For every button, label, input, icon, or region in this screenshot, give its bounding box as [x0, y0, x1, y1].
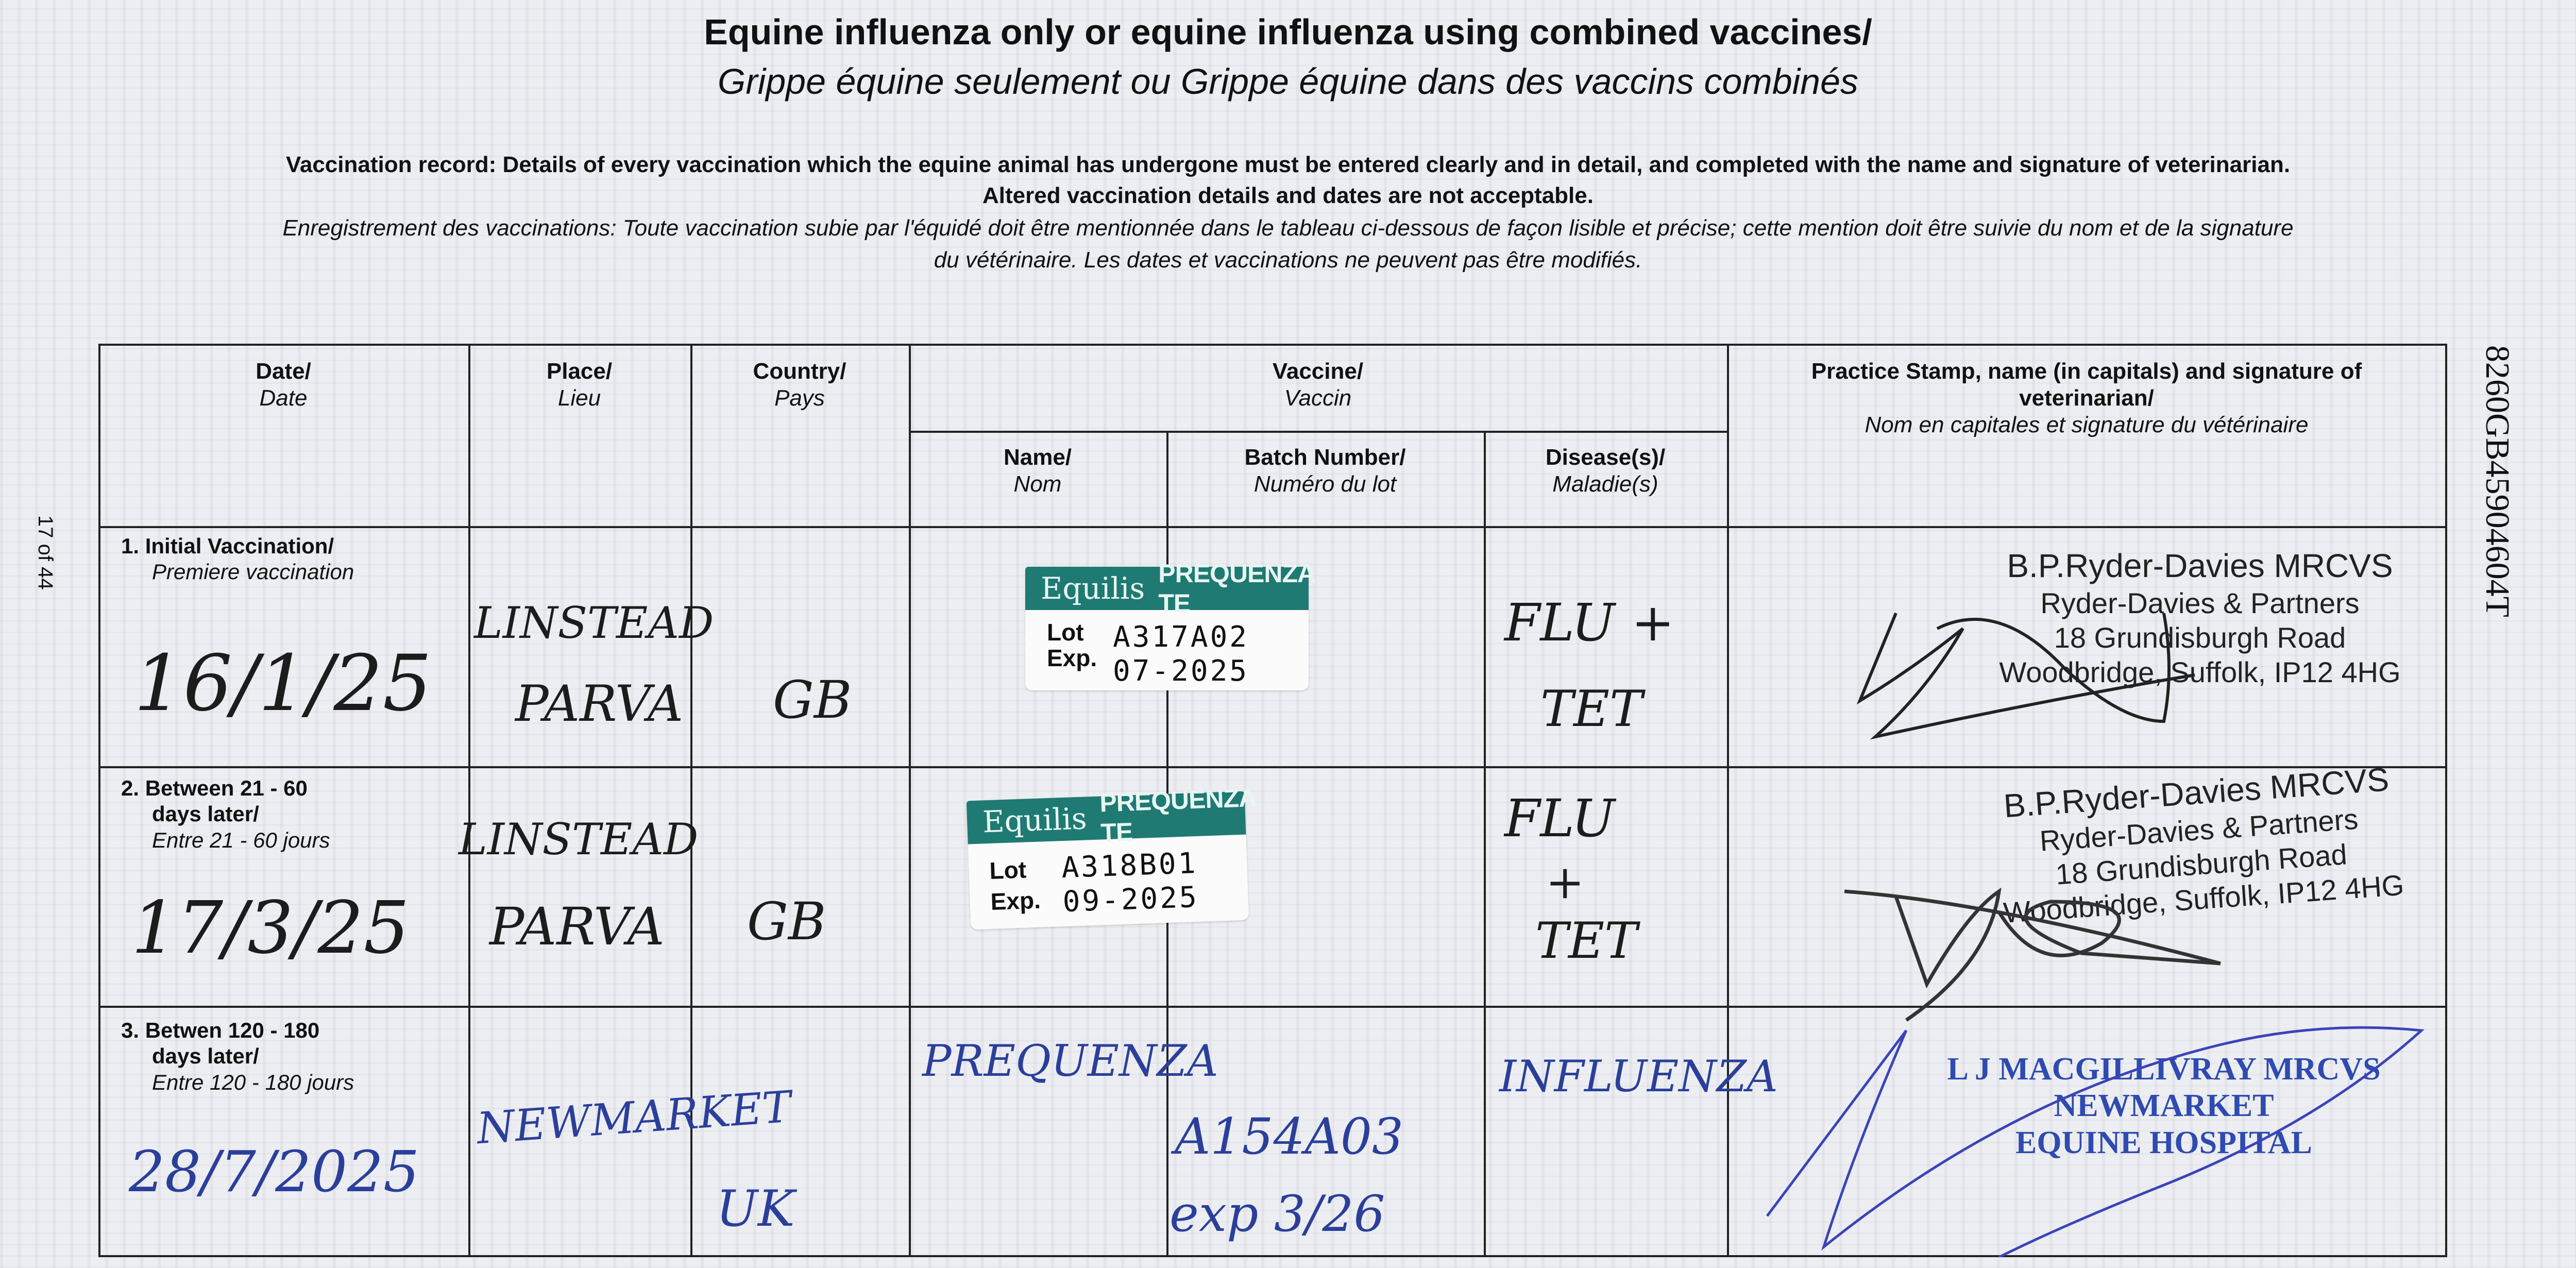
- row2-disease-plus: +: [1546, 855, 1585, 909]
- row2-label: 2. Between 21 - 60 days later/Entre 21 - …: [121, 776, 330, 852]
- row2-place-1: LINSTEAD: [459, 814, 699, 865]
- row1-signature-icon: [1856, 612, 2195, 740]
- row3-signature-icon: [1766, 1026, 2425, 1257]
- form-title-fr: Grippe équine seulement ou Grippe équine…: [717, 61, 1859, 102]
- page-number: 17 of 44: [34, 515, 57, 590]
- row1-country: GB: [773, 670, 852, 730]
- instructions-fr: Enregistrement des vaccinations: Toute v…: [282, 215, 2294, 241]
- row2-country: GB: [747, 891, 826, 952]
- col-name: Name/Nom: [1003, 445, 1072, 497]
- instructions-en-2: Altered vaccination details and dates ar…: [982, 183, 1594, 208]
- col-vet: Practice Stamp, name (in capitals) and s…: [1811, 359, 2362, 437]
- row3-expiry: exp 3/26: [1170, 1185, 1385, 1243]
- form-title: Equine influenza only or equine influenz…: [704, 12, 1872, 52]
- row3-place: NEWMARKET: [475, 1081, 793, 1154]
- row1-place-1: LINSTEAD: [474, 598, 714, 648]
- col-place: Place/Lieu: [546, 359, 613, 411]
- col-date: Date/Date: [256, 359, 311, 411]
- instructions-en: Vaccination record: Details of every vac…: [285, 152, 2291, 177]
- row1-date: 16/1/25: [134, 639, 432, 729]
- row2-disease-2: TET: [1535, 912, 1638, 970]
- row2-date: 17/3/25: [131, 886, 410, 970]
- row1-vet-stamp: B.P.Ryder-Davies MRCVS Ryder-Davies & Pa…: [1999, 547, 2401, 689]
- row2-signature-icon: [1844, 887, 2221, 1022]
- col-batch: Batch Number/Numéro du lot: [1244, 445, 1406, 497]
- row3-country: UK: [716, 1180, 795, 1238]
- document-code: 8260GB45904604T: [2479, 345, 2516, 617]
- row3-disease: INFLUENZA: [1499, 1051, 1778, 1102]
- row3-batch: A154A03: [1175, 1108, 1404, 1165]
- row3-date: 28/7/2025: [129, 1139, 420, 1205]
- row3-name: PREQUENZA: [922, 1036, 1218, 1086]
- row1-place-2: PARVA: [515, 675, 684, 733]
- col-disease: Disease(s)/Maladie(s): [1545, 445, 1666, 497]
- col-country: Country/Pays: [753, 359, 846, 411]
- row1-vaccine-label: Equilis PREQUENZA TE Lot Exp. A317A02 07-…: [1025, 559, 1315, 690]
- instructions-fr-2: du vétérinaire. Les dates et vaccination…: [934, 247, 1642, 273]
- row3-label: 3. Betwen 120 - 180 days later/Entre 120 …: [121, 1018, 354, 1094]
- row2-vaccine-label: Equilis PREQUENZA TE Lot Exp. A318B01 09-…: [966, 783, 1256, 930]
- col-vaccine: Vaccine/Vaccin: [1272, 359, 1364, 411]
- row2-place-2: PARVA: [489, 897, 665, 957]
- row1-label: 1. Initial Vaccination/Premiere vaccinat…: [121, 534, 354, 584]
- row2-disease-1: FLU: [1504, 788, 1615, 849]
- row1-disease-1: FLU +: [1504, 593, 1675, 653]
- row1-disease-2: TET: [1540, 680, 1643, 738]
- row3-vet-stamp: L J MACGILLIVRAY MRCVS NEWMARKET EQUINE …: [1947, 1052, 2381, 1160]
